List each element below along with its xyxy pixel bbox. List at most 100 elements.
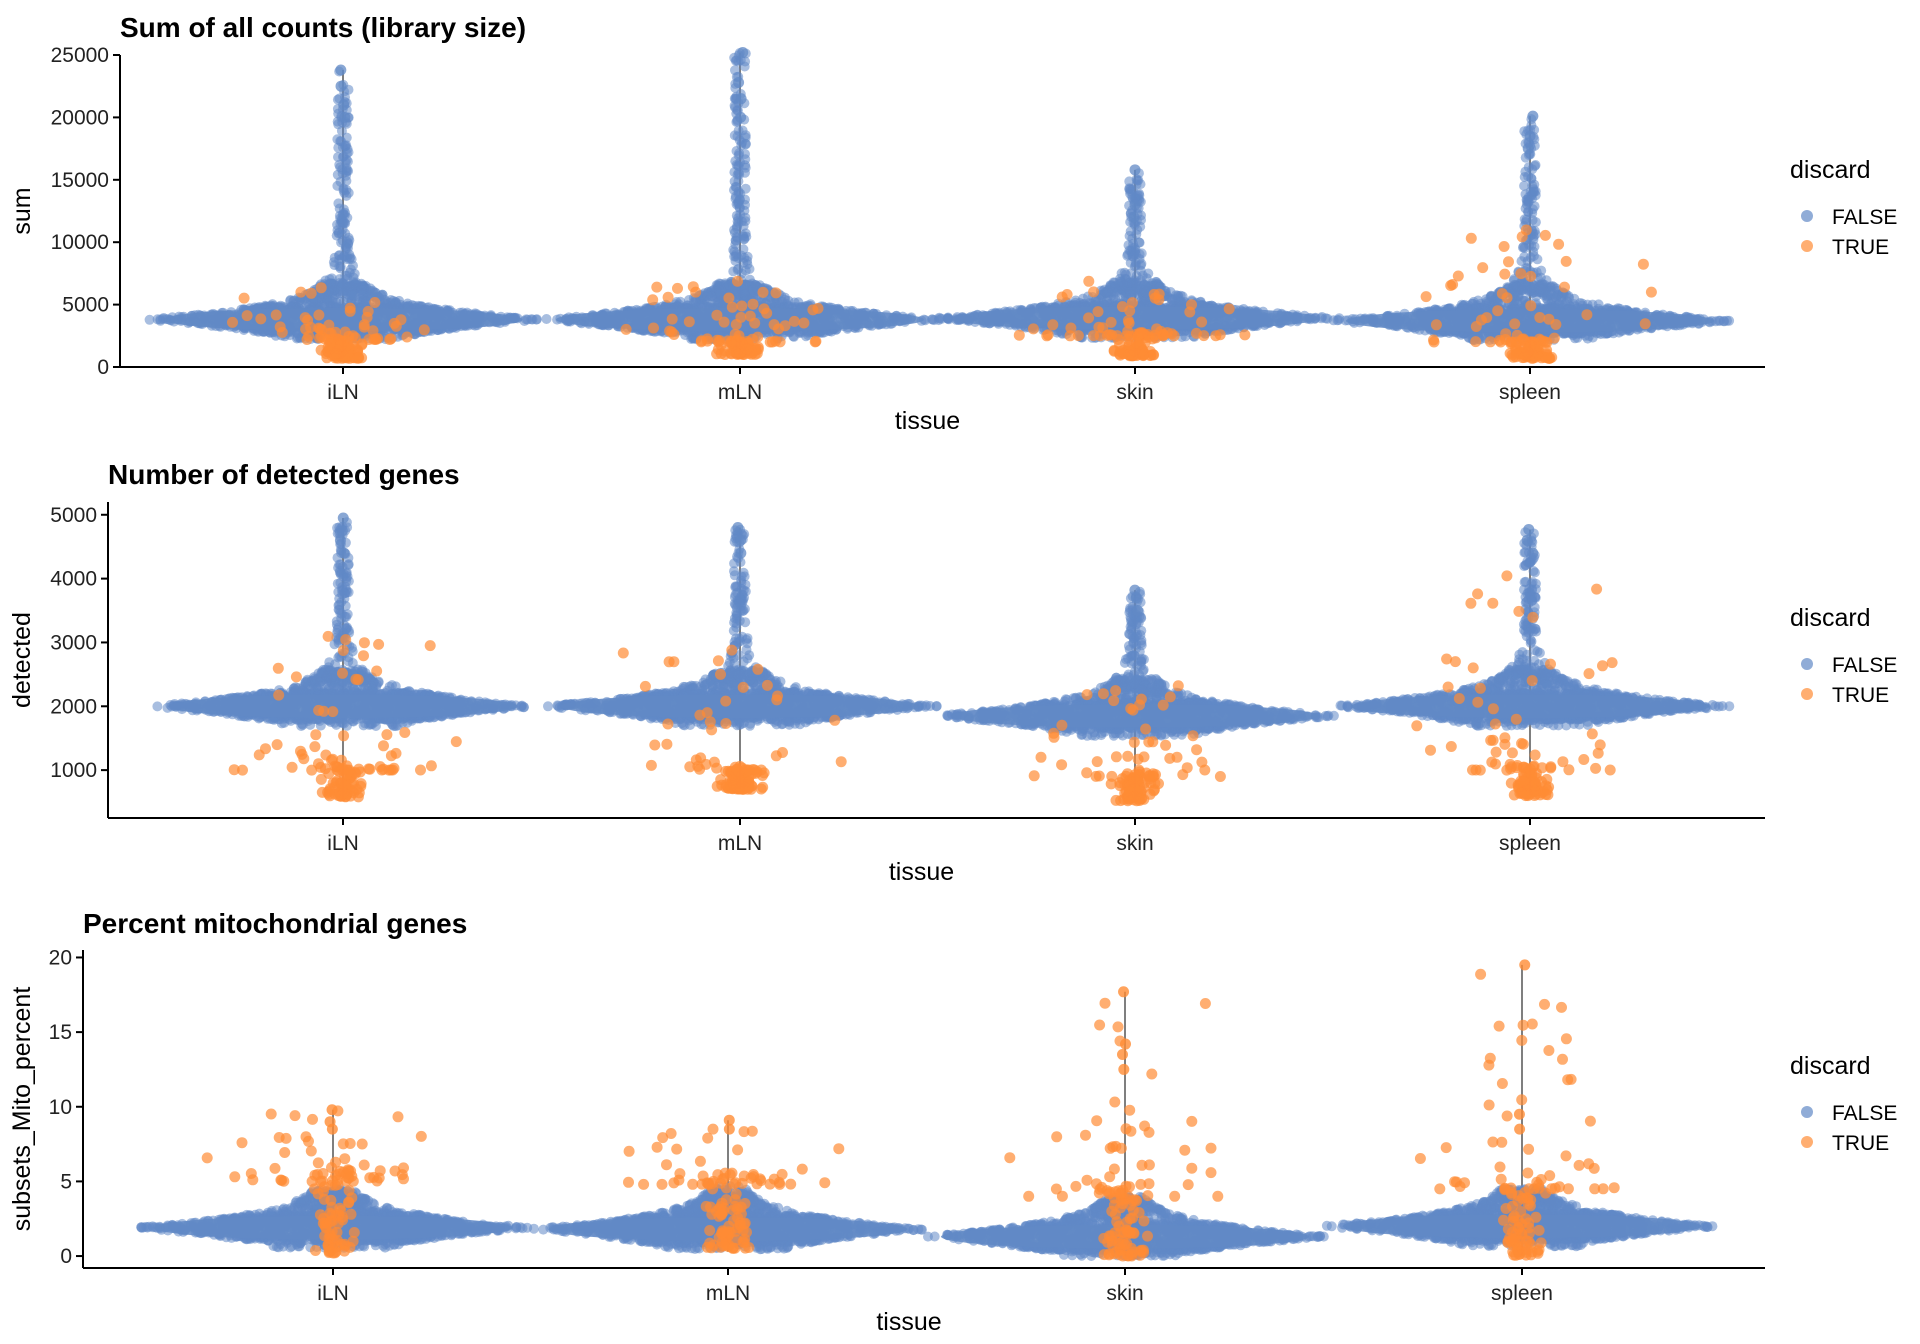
- point-true: [732, 275, 743, 287]
- point-true: [718, 316, 730, 328]
- point-false: [1102, 286, 1113, 297]
- point-false: [934, 312, 945, 323]
- point-false: [341, 148, 352, 159]
- point-true: [695, 336, 707, 348]
- outlier-false: [735, 93, 747, 105]
- point-false: [733, 125, 744, 136]
- point-true: [1083, 275, 1095, 287]
- point-true: [1150, 332, 1162, 344]
- point-false: [1143, 268, 1154, 279]
- point-true: [1105, 316, 1117, 328]
- outlier-false: [1129, 199, 1141, 211]
- point-true: [683, 316, 695, 328]
- point-true: [315, 282, 327, 294]
- point-true: [361, 311, 373, 323]
- point-true: [1122, 325, 1134, 337]
- point-false: [325, 295, 336, 306]
- outlier-false: [339, 111, 351, 123]
- point-true: [741, 343, 752, 355]
- point-false: [740, 194, 750, 205]
- point-false: [1519, 180, 1530, 191]
- point-true: [744, 310, 756, 322]
- point-true: [305, 287, 317, 299]
- point-true: [1013, 329, 1025, 341]
- point-false: [740, 138, 751, 149]
- point-false: [730, 65, 740, 76]
- point-false: [734, 148, 745, 159]
- point-true: [798, 317, 810, 329]
- point-false: [783, 295, 794, 306]
- point-true: [255, 313, 267, 325]
- point-true: [321, 352, 333, 364]
- point-false: [356, 284, 367, 295]
- point-true: [276, 326, 288, 338]
- point-true: [1027, 323, 1039, 335]
- point-false: [1175, 297, 1186, 308]
- outlier-false: [733, 76, 745, 88]
- point-false: [1131, 179, 1142, 190]
- point-true: [1065, 322, 1077, 334]
- point-true: [770, 335, 782, 347]
- violin-iLN: [144, 64, 542, 364]
- point-false: [744, 264, 755, 274]
- point-false: [740, 183, 751, 194]
- point-false: [1114, 276, 1125, 287]
- point-true: [1092, 306, 1104, 318]
- point-false: [738, 221, 749, 232]
- point-false: [347, 289, 358, 300]
- violin-mLN: [531, 47, 944, 360]
- point-false: [1130, 260, 1141, 271]
- outlier-false: [335, 80, 347, 92]
- outlier-false: [338, 99, 350, 111]
- point-true: [238, 292, 250, 304]
- point-false: [333, 152, 343, 162]
- outlier-false: [735, 111, 747, 123]
- point-true: [302, 314, 314, 326]
- point-true: [385, 333, 397, 345]
- point-true: [313, 309, 325, 321]
- point-false: [345, 264, 356, 275]
- point-false: [739, 61, 750, 72]
- point-true: [369, 297, 381, 308]
- point-true: [295, 286, 307, 298]
- point-true: [747, 298, 759, 310]
- point-true: [1083, 312, 1095, 324]
- point-true: [647, 294, 659, 306]
- point-false: [734, 202, 745, 213]
- point-true: [620, 323, 632, 335]
- point-true: [687, 281, 699, 293]
- point-true: [1056, 291, 1068, 303]
- point-false: [729, 251, 740, 262]
- point-true: [666, 313, 678, 325]
- point-true: [324, 338, 336, 349]
- point-false: [285, 295, 296, 306]
- point-true: [418, 324, 430, 336]
- point-false: [341, 190, 352, 201]
- point-true: [1153, 288, 1165, 300]
- point-true: [1223, 303, 1235, 315]
- point-true: [770, 287, 782, 299]
- point-true: [810, 335, 822, 347]
- point-true: [1131, 337, 1143, 349]
- violin-skin: [934, 164, 1345, 362]
- point-true: [651, 281, 663, 293]
- point-false: [1125, 226, 1136, 237]
- point-true: [1186, 299, 1197, 311]
- point-false: [342, 243, 353, 254]
- point-false: [334, 203, 345, 214]
- point-true: [1239, 329, 1251, 341]
- point-true: [270, 309, 282, 321]
- point-true: [648, 322, 659, 334]
- point-true: [334, 334, 346, 346]
- point-false: [341, 132, 352, 143]
- point-true: [348, 339, 360, 351]
- point-false: [341, 252, 352, 263]
- point-false: [379, 294, 390, 305]
- point-true: [672, 282, 683, 294]
- point-false: [343, 232, 354, 243]
- point-true: [662, 291, 674, 303]
- chart-title: Sum of all counts (library size): [120, 12, 526, 43]
- point-true: [757, 286, 769, 298]
- point-false: [325, 278, 336, 289]
